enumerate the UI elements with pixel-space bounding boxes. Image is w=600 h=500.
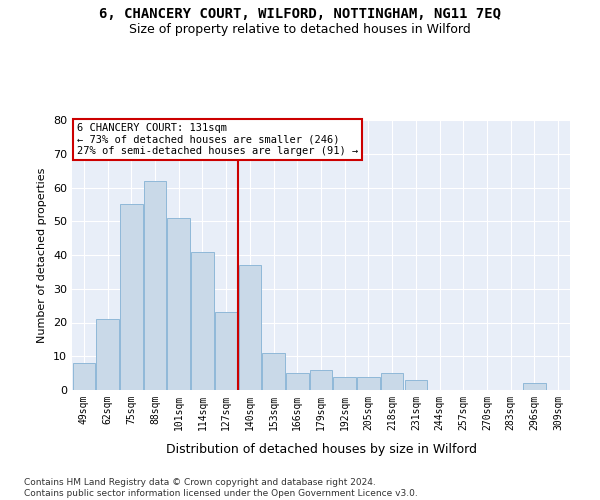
Bar bbox=[73, 363, 95, 390]
Text: Distribution of detached houses by size in Wilford: Distribution of detached houses by size … bbox=[166, 442, 476, 456]
Bar bbox=[97, 319, 119, 390]
Bar bbox=[144, 180, 166, 390]
Text: Size of property relative to detached houses in Wilford: Size of property relative to detached ho… bbox=[129, 22, 471, 36]
Bar bbox=[167, 218, 190, 390]
Text: 6, CHANCERY COURT, WILFORD, NOTTINGHAM, NG11 7EQ: 6, CHANCERY COURT, WILFORD, NOTTINGHAM, … bbox=[99, 8, 501, 22]
Bar bbox=[357, 376, 380, 390]
Y-axis label: Number of detached properties: Number of detached properties bbox=[37, 168, 47, 342]
Bar bbox=[215, 312, 238, 390]
Text: Contains HM Land Registry data © Crown copyright and database right 2024.
Contai: Contains HM Land Registry data © Crown c… bbox=[24, 478, 418, 498]
Bar bbox=[404, 380, 427, 390]
Bar bbox=[239, 265, 261, 390]
Bar bbox=[286, 373, 308, 390]
Bar bbox=[334, 376, 356, 390]
Text: 6 CHANCERY COURT: 131sqm
← 73% of detached houses are smaller (246)
27% of semi-: 6 CHANCERY COURT: 131sqm ← 73% of detach… bbox=[77, 122, 358, 156]
Bar bbox=[120, 204, 143, 390]
Bar bbox=[191, 252, 214, 390]
Bar bbox=[381, 373, 403, 390]
Bar bbox=[262, 353, 285, 390]
Bar bbox=[310, 370, 332, 390]
Bar bbox=[523, 383, 545, 390]
